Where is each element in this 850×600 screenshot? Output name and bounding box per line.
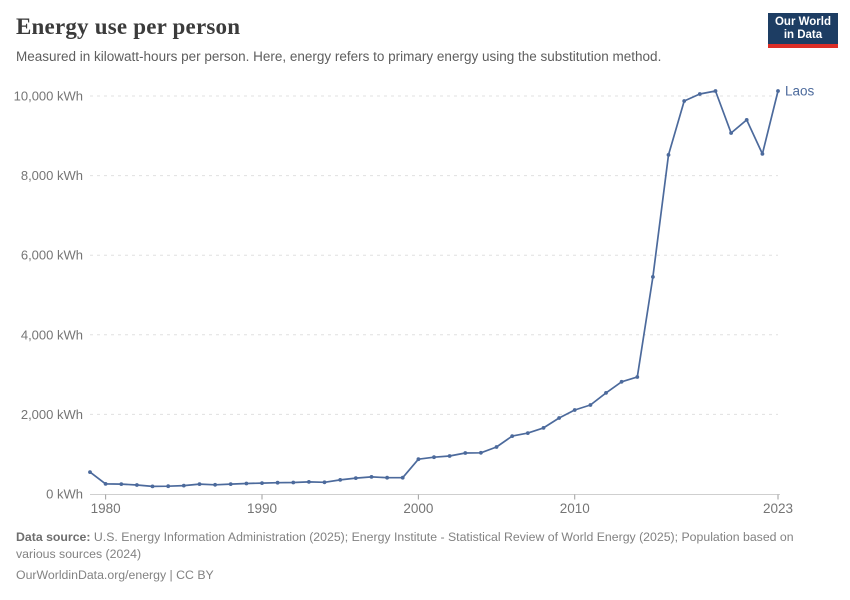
data-points — [88, 89, 780, 489]
x-axis — [90, 494, 780, 500]
svg-text:2000: 2000 — [403, 501, 433, 516]
logo-line1: Our World — [774, 16, 831, 28]
x-axis-labels: 1980 1990 2000 2010 2023 — [91, 501, 793, 516]
svg-text:1990: 1990 — [247, 501, 277, 516]
line-chart-canvas[interactable]: 0 kWh 2,000 kWh 4,000 kWh 6,000 kWh 8,000 kW… — [0, 80, 850, 525]
owid-logo[interactable]: Our World in Data — [767, 13, 838, 48]
svg-text:0 kWh: 0 kWh — [46, 487, 83, 502]
y-axis-labels: 0 kWh 2,000 kWh 4,000 kWh 6,000 kWh 8,000 kW… — [14, 89, 83, 502]
svg-text:4,000 kWh: 4,000 kWh — [21, 327, 83, 342]
svg-text:8,000 kWh: 8,000 kWh — [21, 168, 83, 183]
chart-subtitle: Measured in kilowatt-hours per person. H… — [16, 49, 662, 64]
data-source-line: Data source: U.S. Energy Information Adm… — [16, 529, 828, 563]
data-source-text: U.S. Energy Information Administration (… — [16, 530, 794, 561]
license-text: OurWorldinData.org/energy | CC BY — [16, 568, 214, 582]
svg-text:2,000 kWh: 2,000 kWh — [21, 407, 83, 422]
entity-label: Laos — [785, 84, 815, 99]
svg-text:10,000 kWh: 10,000 kWh — [14, 89, 83, 104]
data-source-label: Data source: — [16, 530, 91, 544]
y-gridlines — [90, 95, 778, 415]
chart-footer: Data source: U.S. Energy Information Adm… — [16, 529, 828, 584]
logo-line2: in Data — [783, 29, 823, 41]
data-line — [89, 90, 779, 488]
page-title: Energy use per person — [16, 14, 241, 39]
svg-text:6,000 kWh: 6,000 kWh — [21, 248, 83, 263]
svg-text:2023: 2023 — [763, 501, 793, 516]
chart-header: Energy use per person Measured in kilowa… — [16, 14, 661, 64]
svg-text:2010: 2010 — [560, 501, 590, 516]
svg-text:1980: 1980 — [91, 501, 121, 516]
